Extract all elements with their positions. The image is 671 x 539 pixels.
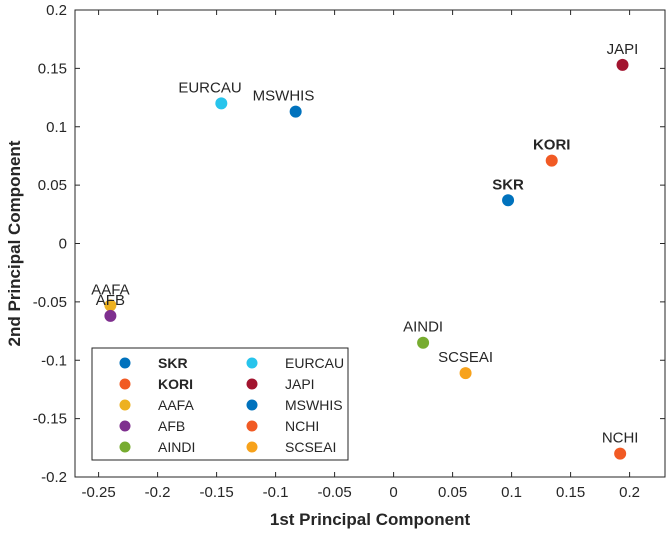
y-tick-label: 0.05 [38, 177, 67, 194]
y-tick-label: 0.1 [46, 119, 67, 136]
legend-label-japi: JAPI [285, 376, 315, 392]
data-point-nchi [614, 447, 627, 460]
y-tick-label: -0.15 [33, 411, 67, 428]
y-tick-label: 0 [59, 236, 67, 253]
data-point-aindi [417, 336, 430, 349]
legend-marker-mswhis [246, 399, 258, 411]
legend-label-mswhis: MSWHIS [285, 397, 343, 413]
legend-marker-afb [119, 420, 131, 432]
legend-marker-skr [119, 357, 131, 369]
point-label-aafa: AAFA [91, 281, 129, 298]
x-tick-label: 0.15 [556, 484, 585, 501]
y-axis-title: 2nd Principal Component [5, 140, 24, 346]
legend-marker-aafa [119, 399, 131, 411]
point-label-scseai: SCSEAI [438, 349, 493, 366]
point-labels: SKRKORIAAFAAFBAINDIEURCAUJAPIMSWHISNCHIS… [91, 41, 638, 447]
data-point-kori [545, 154, 558, 167]
x-tick-label: -0.05 [317, 484, 351, 501]
y-tick-label: -0.2 [41, 469, 67, 486]
legend-label-aindi: AINDI [158, 439, 195, 455]
point-label-aindi: AINDI [403, 319, 443, 336]
legend-label-nchi: NCHI [285, 418, 319, 434]
legend-marker-kori [119, 378, 131, 390]
data-point-mswhis [289, 105, 302, 118]
x-tick-label: -0.2 [145, 484, 171, 501]
y-tick-label: 0.2 [46, 2, 67, 19]
x-tick-label: 0.1 [501, 484, 522, 501]
x-tick-label: -0.1 [263, 484, 289, 501]
legend-label-aafa: AAFA [158, 397, 194, 413]
legend-label-eurcau: EURCAU [285, 355, 344, 371]
legend-marker-nchi [246, 420, 258, 432]
legend-box [91, 347, 349, 461]
axes: -0.25 -0.2 -0.15 -0.1 -0.05 0 0.05 0.1 0.15 0.2 -0… [33, 2, 666, 501]
y-tick-label: -0.1 [41, 352, 67, 369]
legend-marker-japi [246, 378, 258, 390]
point-label-kori: KORI [533, 137, 571, 154]
point-label-japi: JAPI [607, 41, 639, 58]
point-label-skr: SKR [492, 176, 524, 193]
legend-marker-aindi [119, 441, 131, 453]
data-point-afb [104, 309, 117, 322]
data-point-japi [616, 58, 629, 71]
point-label-mswhis: MSWHIS [253, 88, 315, 105]
legend: SKR KORI AAFA AFB AINDI EURCAU JAPI MSWHIS NCHI S… [91, 347, 349, 461]
data-point-skr [502, 194, 515, 207]
data-point-scseai [459, 367, 472, 380]
legend-label-afb: AFB [158, 418, 185, 434]
point-label-eurcau: EURCAU [178, 79, 241, 96]
legend-label-scseai: SCSEAI [285, 439, 336, 455]
x-tick-label: 0.05 [438, 484, 467, 501]
point-label-nchi: NCHI [602, 430, 639, 447]
x-tick-label: -0.25 [81, 484, 115, 501]
legend-label-skr: SKR [158, 355, 188, 371]
x-tick-label: -0.15 [199, 484, 233, 501]
legend-label-kori: KORI [158, 376, 193, 392]
data-point-eurcau [215, 97, 228, 110]
y-tick-label: 0.15 [38, 60, 67, 77]
data-points [104, 58, 629, 460]
legend-marker-eurcau [246, 357, 258, 369]
x-tick-label: 0 [389, 484, 397, 501]
x-axis-title: 1st Principal Component [270, 510, 471, 529]
x-tick-label: 0.2 [619, 484, 640, 501]
data-point-aafa [104, 299, 117, 312]
legend-marker-scseai [246, 441, 258, 453]
point-label-afb: AFB [96, 292, 125, 309]
y-tick-label: -0.05 [33, 294, 67, 311]
